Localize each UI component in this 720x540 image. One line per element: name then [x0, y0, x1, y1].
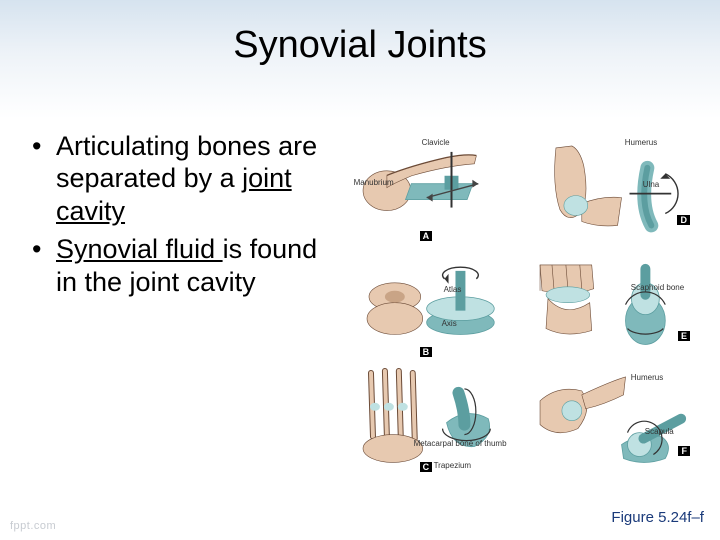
figure-panel-d: D Humerus Ulna [527, 136, 696, 245]
anatomy-label: Manubrium [354, 178, 394, 187]
figure-panel-a: A Clavicle Manubrium [352, 136, 521, 245]
anatomy-label: Humerus [625, 138, 657, 147]
figure-panel-f: F Humerus Scapula [527, 367, 696, 476]
figure-panel-c: C Metacarpal bone of thumb Trapezium [352, 367, 521, 476]
anatomy-label: Clavicle [422, 138, 450, 147]
anatomy-label: Humerus [631, 373, 663, 382]
figure-caption: Figure 5.24f–f [611, 509, 704, 526]
slide: Synovial Joints Articulating bones are s… [0, 0, 720, 540]
panel-letter: F [678, 446, 690, 456]
bullet-item: Synovial fluid is found in the joint cav… [32, 233, 338, 298]
panel-letter: B [420, 347, 433, 357]
panel-letter: C [420, 462, 433, 472]
panel-letter: D [677, 215, 690, 225]
bullet-item: Articulating bones are separated by a jo… [32, 130, 338, 227]
figure-panel-e: E Scaphoid bone [527, 251, 696, 360]
bullet-text-underlined: Synovial fluid [56, 234, 223, 264]
bullet-list: Articulating bones are separated by a jo… [0, 130, 346, 540]
anatomy-label: Atlas [444, 285, 462, 294]
content-row: Articulating bones are separated by a jo… [0, 130, 720, 540]
figure-grid: A Clavicle Manubrium D Humerus Ulna [352, 136, 696, 476]
anatomy-label: Metacarpal bone of thumb [414, 439, 507, 448]
panel-letter: E [678, 331, 690, 341]
figure-area: A Clavicle Manubrium D Humerus Ulna [346, 130, 720, 540]
watermark: fppt.com [10, 520, 56, 532]
anatomy-label: Ulna [643, 180, 659, 189]
page-title: Synovial Joints [0, 0, 720, 67]
anatomy-label: Scaphoid bone [631, 283, 684, 292]
anatomy-label: Scapula [645, 427, 674, 436]
anatomy-label: Axis [442, 319, 457, 328]
figure-panel-b: B Atlas Axis [352, 251, 521, 360]
anatomy-label: Trapezium [434, 461, 472, 470]
panel-letter: A [420, 231, 433, 241]
